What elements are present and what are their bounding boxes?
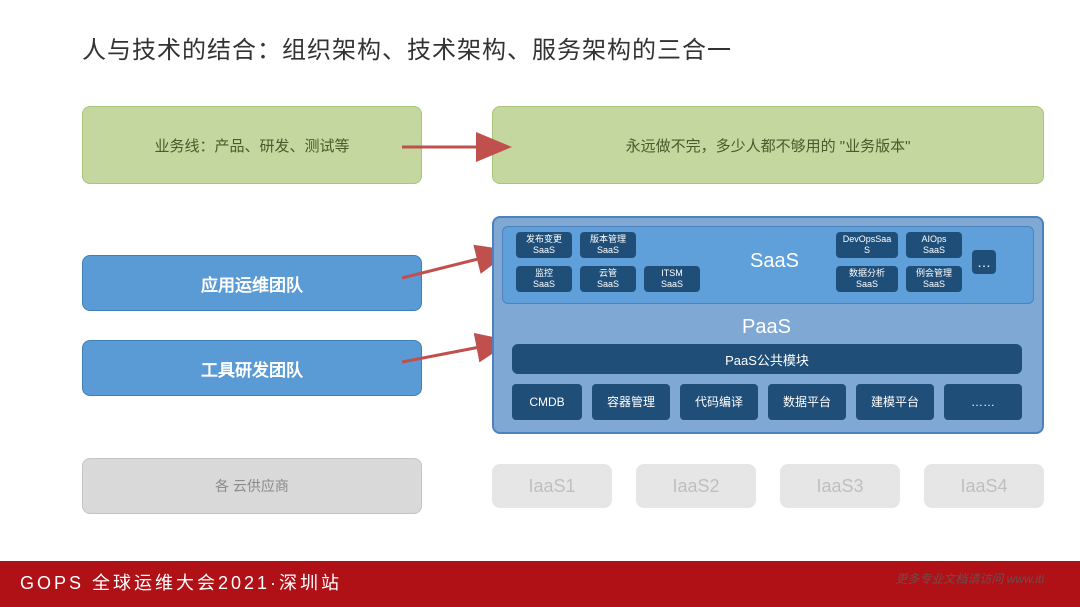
iaas-box-4: IaaS4 — [924, 464, 1044, 508]
box-business-line-label: 业务线：产品、研发、测试等 — [154, 135, 349, 156]
saas-label: SaaS — [750, 250, 799, 273]
slide-title: 人与技术的结合：组织架构、技术架构、服务架构的三合一 — [82, 30, 732, 65]
paas-mini-4: 建模平台 — [856, 384, 934, 420]
saas-mini-0: 发布变更 SaaS — [516, 232, 572, 258]
footer-right-text: 更多专业文档请访问 www.iti — [895, 570, 1044, 587]
saas-mini-1: 版本管理 SaaS — [580, 232, 636, 258]
saas-mini-2: 监控 SaaS — [516, 266, 572, 292]
iaas-box-3: IaaS3 — [780, 464, 900, 508]
saas-mini-4: ITSM SaaS — [644, 266, 700, 292]
paas-mini-1: 容器管理 — [592, 384, 670, 420]
paas-mini-0: CMDB — [512, 384, 582, 420]
iaas-box-1: IaaS1 — [492, 464, 612, 508]
iaas-box-2: IaaS2 — [636, 464, 756, 508]
box-tool-team-label: 工具研发团队 — [201, 356, 303, 381]
paas-public-module-label: PaaS公共模块 — [725, 350, 809, 369]
saas-mini-7: 数据分析 SaaS — [836, 266, 898, 292]
box-biz-version: 永远做不完，多少人都不够用的 "业务版本" — [492, 106, 1044, 184]
paas-label: PaaS — [742, 316, 791, 339]
box-cloud-vendors-label: 各 云供应商 — [215, 476, 289, 496]
paas-mini-3: 数据平台 — [768, 384, 846, 420]
paas-mini-2: 代码编译 — [680, 384, 758, 420]
box-business-line: 业务线：产品、研发、测试等 — [82, 106, 422, 184]
box-ops-team: 应用运维团队 — [82, 255, 422, 311]
saas-mini-3: 云管 SaaS — [580, 266, 636, 292]
box-ops-team-label: 应用运维团队 — [201, 271, 303, 296]
saas-mini-6: AIOps SaaS — [906, 232, 962, 258]
saas-mini-8: 例会管理 SaaS — [906, 266, 962, 292]
paas-mini-5: …… — [944, 384, 1022, 420]
footer-left-text: GOPS 全球运维大会2021·深圳站 — [20, 569, 342, 595]
box-cloud-vendors: 各 云供应商 — [82, 458, 422, 514]
paas-public-module: PaaS公共模块 — [512, 344, 1022, 374]
saas-mini-5: DevOpsSaa S — [836, 232, 898, 258]
saas-ellipsis: … — [972, 250, 996, 274]
box-biz-version-label: 永远做不完，多少人都不够用的 "业务版本" — [626, 135, 911, 156]
box-tool-team: 工具研发团队 — [82, 340, 422, 396]
